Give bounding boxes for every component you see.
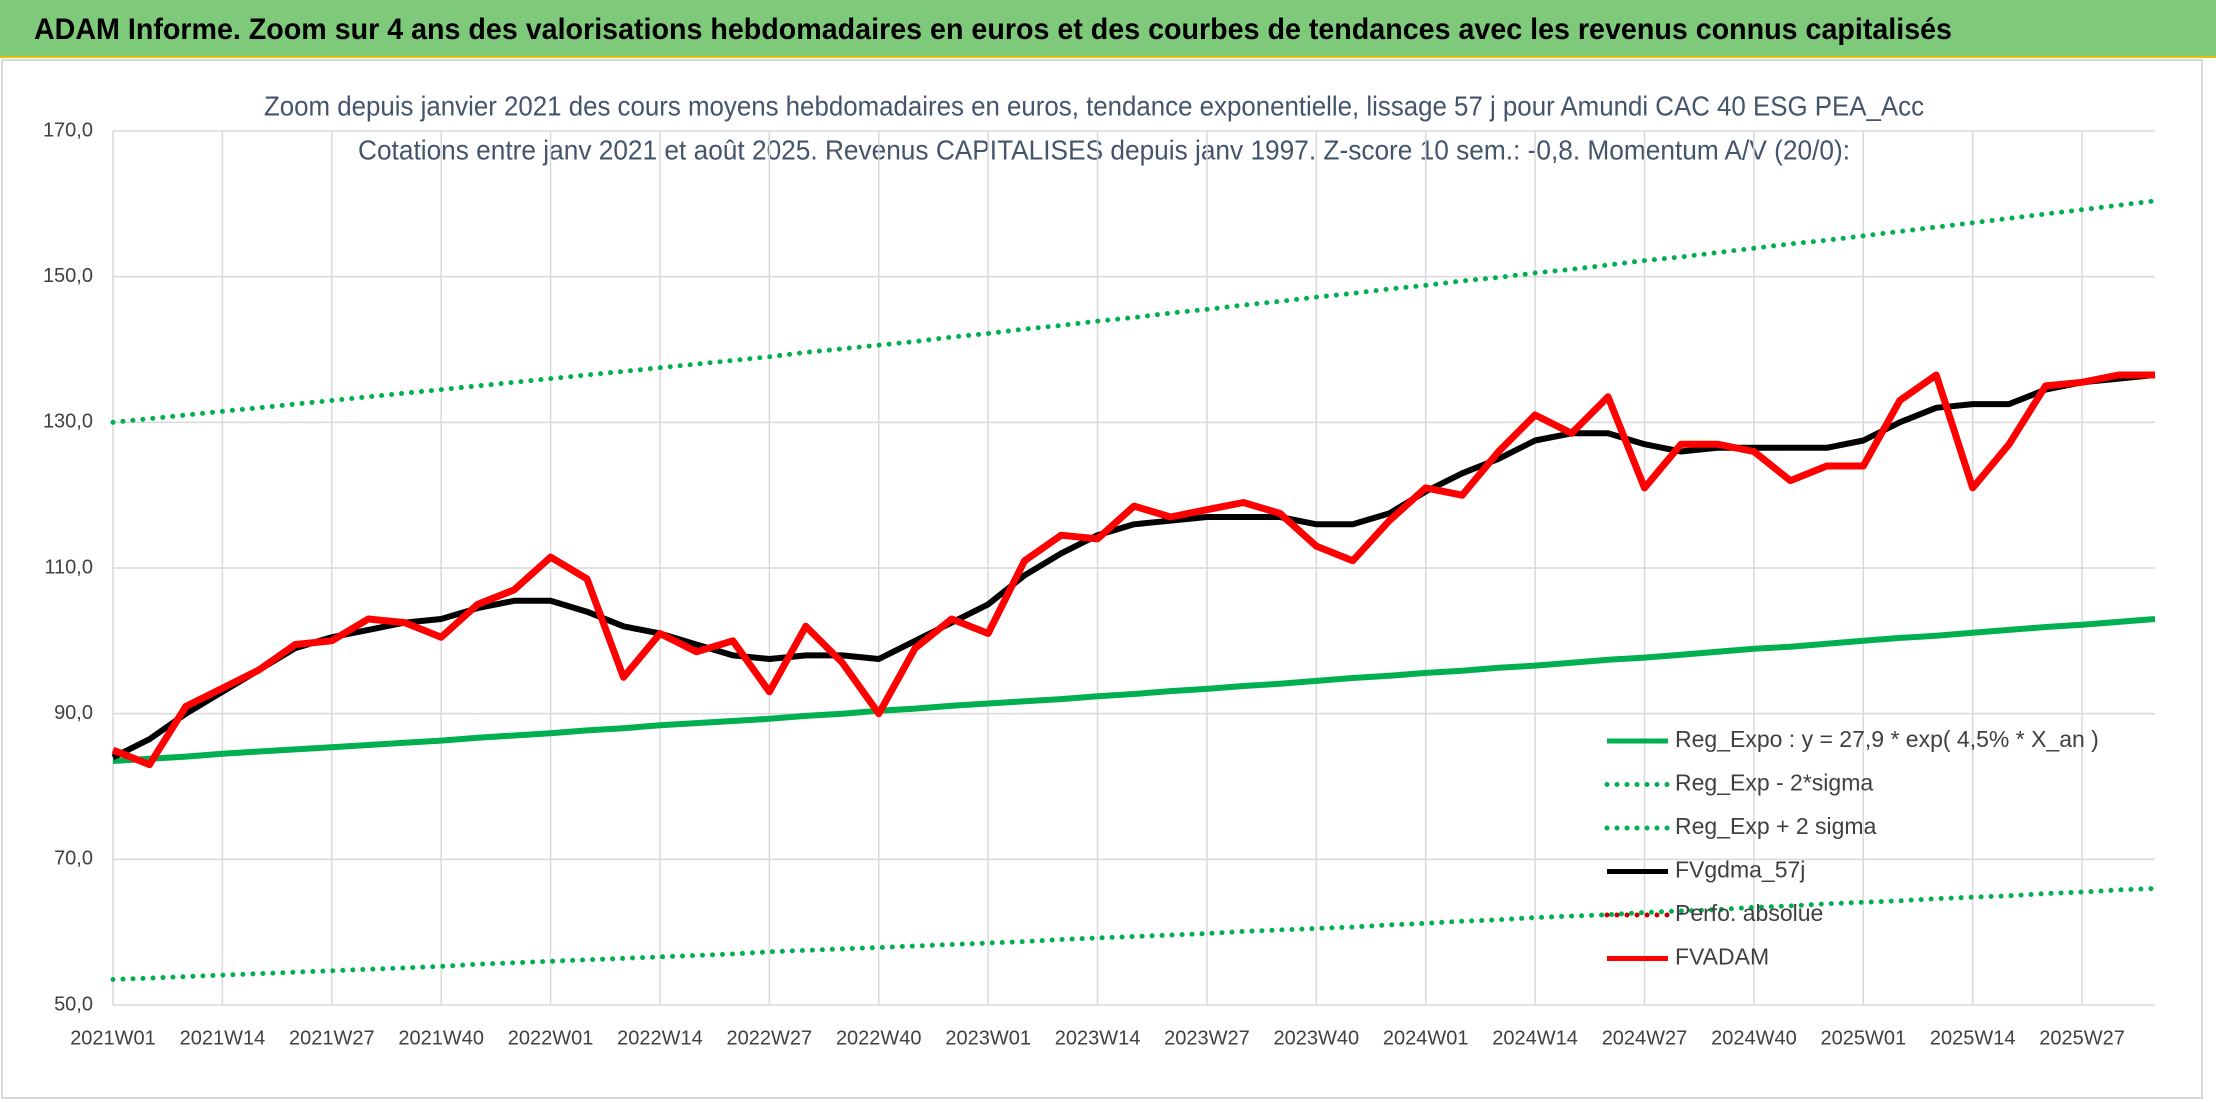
legend-label: FVADAM xyxy=(1675,944,1769,970)
legend-label: Reg_Expo : y = 27,9 * exp( 4,5% * X_an ) xyxy=(1675,726,2099,752)
x-tick-label: 2023W27 xyxy=(1164,1027,1250,1049)
x-tick-label: 2025W27 xyxy=(2039,1027,2125,1049)
y-tick-label: 90,0 xyxy=(54,702,93,724)
banner-svg: ADAM Informe. Zoom sur 4 ans des valoris… xyxy=(34,13,1952,46)
x-tick-label: 2023W40 xyxy=(1274,1027,1360,1049)
y-tick-label: 170,0 xyxy=(43,119,93,141)
series-line xyxy=(110,198,2158,425)
banner: ADAM Informe. Zoom sur 4 ans des valoris… xyxy=(0,0,2216,58)
x-tick-label: 2022W14 xyxy=(617,1027,703,1049)
x-tick-label: 2025W01 xyxy=(1820,1027,1906,1049)
x-tick-label: 2021W40 xyxy=(398,1027,484,1049)
y-tick-label: 150,0 xyxy=(43,265,93,287)
y-tick-label: 50,0 xyxy=(54,993,93,1015)
x-tick-label: 2023W14 xyxy=(1055,1027,1141,1049)
x-tick-label: 2025W14 xyxy=(1930,1027,2016,1049)
x-tick-label: 2022W40 xyxy=(836,1027,922,1049)
legend-label: FVgdma_57j xyxy=(1675,857,1805,883)
chart-title: Zoom depuis janvier 2021 des cours moyen… xyxy=(264,90,1924,121)
x-tick-label: 2021W01 xyxy=(70,1027,156,1049)
series-line xyxy=(111,371,2155,769)
y-tick-label: 110,0 xyxy=(44,556,93,578)
legend-label: Reg_Exp + 2 sigma xyxy=(1675,813,1877,839)
y-tick-label: 70,0 xyxy=(54,848,93,870)
x-tick-label: 2024W01 xyxy=(1383,1027,1469,1049)
x-tick-label: 2024W40 xyxy=(1711,1027,1797,1049)
y-tick-label: 130,0 xyxy=(43,411,93,433)
series-line xyxy=(111,372,2156,761)
series-line xyxy=(110,886,2158,982)
chart-subtitle: Cotations entre janv 2021 et août 2025. … xyxy=(358,134,1850,165)
chart: Zoom depuis janvier 2021 des cours moyen… xyxy=(1,59,2203,1099)
legend-label: Reg_Exp - 2*sigma xyxy=(1675,770,1873,796)
legend-label: Perfo. absolue xyxy=(1675,900,1823,926)
x-tick-label: 2022W01 xyxy=(508,1027,594,1049)
x-tick-label: 2024W14 xyxy=(1492,1027,1578,1049)
x-tick-label: 2022W27 xyxy=(727,1027,813,1049)
x-tick-label: 2021W14 xyxy=(180,1027,266,1049)
chart-frame xyxy=(1,59,2203,1099)
x-tick-label: 2024W27 xyxy=(1602,1027,1688,1049)
x-tick-label: 2021W27 xyxy=(289,1027,375,1049)
series-line xyxy=(112,616,2156,764)
x-tick-label: 2023W01 xyxy=(945,1027,1031,1049)
banner-title: ADAM Informe. Zoom sur 4 ans des valoris… xyxy=(34,13,1952,46)
